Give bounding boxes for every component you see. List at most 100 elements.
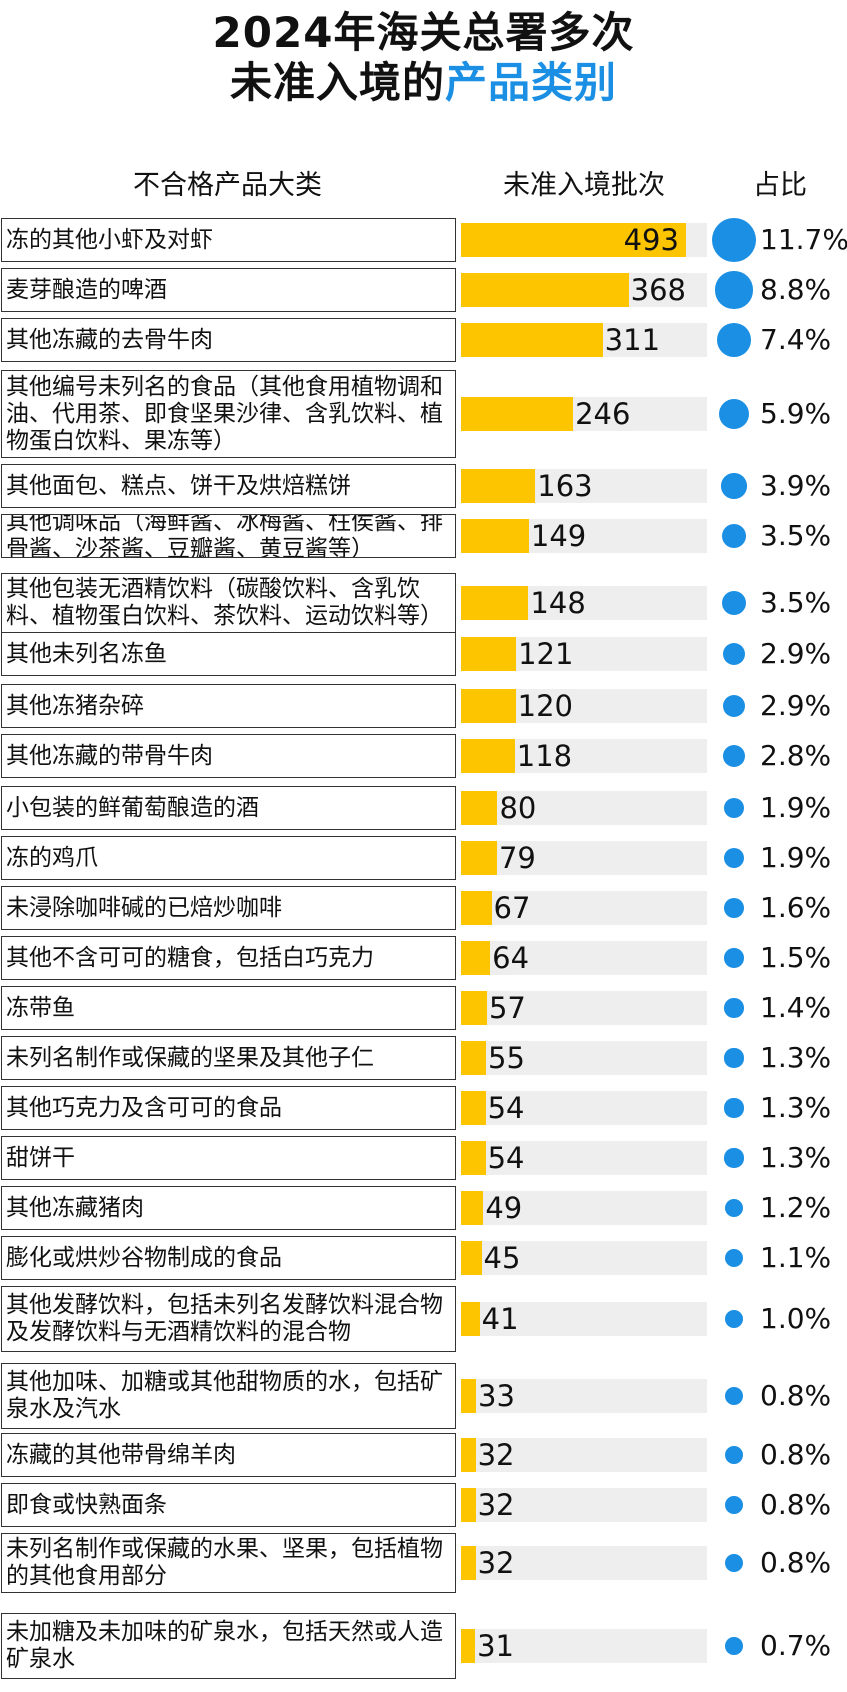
category-label: 未列名制作或保藏的水果、坚果，包括植物的其他食用部分 — [1, 1533, 456, 1593]
share-dot — [721, 473, 747, 499]
bar-track — [461, 1091, 707, 1125]
bar-track — [461, 1488, 707, 1522]
share-dot — [724, 1198, 744, 1218]
bar — [461, 689, 516, 723]
category-label: 其他加味、加糖或其他甜物质的水，包括矿泉水及汽水 — [1, 1363, 456, 1429]
share-dot — [725, 1496, 743, 1514]
share-label: 0.8% — [760, 1546, 832, 1579]
share-dot — [724, 1309, 744, 1329]
bar-value-label: 32 — [477, 1488, 515, 1522]
share-dot — [724, 1098, 744, 1118]
share-label: 1.0% — [760, 1302, 832, 1335]
category-label: 其他不含可可的糖食，包括白巧克力 — [1, 936, 456, 980]
share-dot — [722, 744, 746, 768]
category-label: 其他冻藏的去骨牛肉 — [1, 318, 456, 362]
bar-value-label: 246 — [575, 397, 631, 431]
bar-value-label: 163 — [537, 469, 593, 503]
share-dot — [724, 898, 744, 918]
bar-value-label: 32 — [477, 1546, 515, 1580]
share-label: 1.4% — [760, 991, 832, 1024]
share-label: 5.9% — [760, 397, 832, 430]
bar-value-label: 493 — [623, 223, 679, 257]
bar-track — [461, 791, 707, 825]
chart-title-line2: 未准入境的产品类别 — [0, 58, 847, 108]
share-label: 0.8% — [760, 1438, 832, 1471]
share-dot — [724, 1048, 744, 1068]
category-label: 其他冻藏猪肉 — [1, 1186, 456, 1230]
bar-track — [461, 941, 707, 975]
bar-track — [461, 1302, 707, 1336]
column-header-batches: 未准入境批次 — [503, 170, 665, 201]
bar-track — [461, 991, 707, 1025]
share-label: 3.5% — [760, 519, 832, 552]
share-label: 7.4% — [760, 323, 832, 356]
category-label: 其他包装无酒精饮料（碳酸饮料、含乳饮料、植物蛋白饮料、茶饮料、运动饮料等） — [1, 573, 456, 633]
bar-track — [461, 1438, 707, 1472]
share-label: 1.6% — [760, 891, 832, 924]
share-dot — [724, 1248, 744, 1268]
column-header-category: 不合格产品大类 — [133, 170, 322, 201]
bar-track — [461, 1041, 707, 1075]
bar-value-label: 57 — [488, 991, 526, 1025]
share-label: 2.8% — [760, 739, 832, 772]
category-label: 未列名制作或保藏的坚果及其他子仁 — [1, 1036, 456, 1080]
share-dot — [725, 1387, 743, 1405]
share-label: 1.5% — [760, 941, 832, 974]
share-label: 11.7% — [760, 223, 847, 256]
category-label: 其他发酵饮料，包括未列名发酵饮料混合物及发酵饮料与无酒精饮料的混合物 — [1, 1286, 456, 1352]
bar-track — [461, 1379, 707, 1413]
bar — [461, 469, 536, 503]
bar-value-label: 33 — [478, 1379, 515, 1413]
share-dot — [724, 1148, 744, 1168]
share-dot — [723, 847, 745, 869]
category-label: 其他巧克力及含可可的食品 — [1, 1086, 456, 1130]
bar-value-label: 311 — [604, 323, 661, 357]
bar — [461, 941, 491, 975]
category-label: 冻的其他小虾及对虾 — [1, 218, 456, 262]
bar — [461, 791, 498, 825]
share-dot — [725, 1637, 743, 1655]
bar — [461, 739, 515, 773]
column-header-share: 占比 — [753, 170, 807, 201]
category-label: 其他冻藏的带骨牛肉 — [1, 734, 456, 778]
category-label: 甜饼干 — [1, 1136, 456, 1180]
bar-value-label: 45 — [483, 1241, 521, 1275]
bar — [461, 1488, 476, 1522]
category-label: 冻的鸡爪 — [1, 836, 456, 880]
bar-track — [461, 1546, 707, 1580]
bar — [461, 1629, 476, 1663]
share-dot — [717, 323, 751, 357]
bar-value-label: 31 — [477, 1629, 515, 1663]
share-label: 0.7% — [760, 1629, 832, 1662]
bar-value-label: 49 — [485, 1191, 523, 1225]
bar-value-label: 79 — [498, 841, 536, 875]
bar-value-label: 121 — [518, 637, 574, 671]
bar — [461, 1091, 486, 1125]
bar-value-label: 32 — [477, 1438, 515, 1472]
share-dot — [718, 398, 750, 430]
bar-track — [461, 1241, 707, 1275]
bar-value-label: 41 — [481, 1302, 519, 1336]
bar — [461, 1302, 480, 1336]
category-label: 小包装的鲜葡萄酿造的酒 — [1, 786, 456, 830]
share-label: 8.8% — [760, 273, 832, 306]
bar — [461, 637, 517, 671]
bar — [461, 323, 603, 357]
share-dot — [725, 1446, 743, 1464]
category-label: 即食或快熟面条 — [1, 1483, 456, 1527]
bar — [461, 1438, 476, 1472]
share-label: 1.9% — [760, 791, 832, 824]
share-dot — [722, 694, 746, 718]
share-dot — [712, 218, 756, 262]
bar-value-label: 118 — [516, 739, 573, 773]
bar-track — [461, 891, 707, 925]
bar — [461, 1546, 476, 1580]
bar — [461, 273, 629, 307]
share-dot — [725, 1554, 743, 1572]
category-label: 冻带鱼 — [1, 986, 456, 1030]
share-label: 1.3% — [760, 1091, 832, 1124]
share-label: 1.2% — [760, 1191, 832, 1224]
share-label: 3.9% — [760, 469, 832, 502]
share-label: 1.9% — [760, 841, 832, 874]
bar-value-label: 148 — [530, 586, 586, 620]
